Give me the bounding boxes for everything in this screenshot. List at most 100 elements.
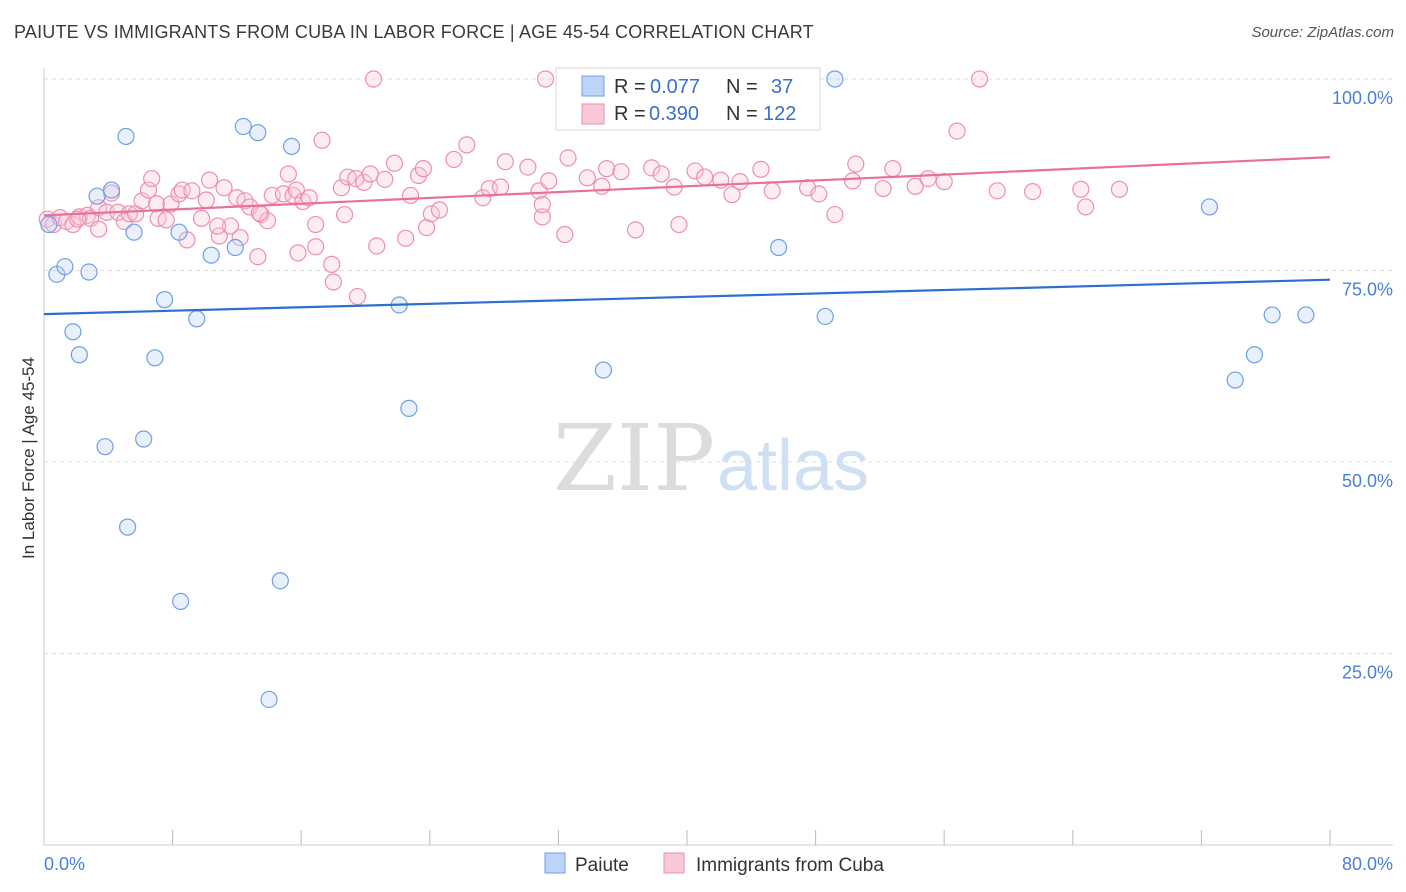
data-point (652, 165, 670, 183)
data-point (183, 182, 201, 200)
data-point (935, 173, 953, 191)
legend-n-value-paiute: 37 (771, 76, 793, 98)
data-point (200, 171, 219, 189)
y-tick-label: 50.0% (1342, 471, 1393, 491)
data-point (231, 228, 249, 247)
y-tick-label: 25.0% (1342, 663, 1393, 683)
data-point (102, 181, 121, 199)
data-point (313, 131, 331, 149)
data-point (170, 223, 188, 241)
axes (43, 68, 1393, 846)
y-axis-title: In Labor Force | Age 45-54 (19, 357, 38, 559)
data-point (594, 361, 613, 379)
data-point (157, 211, 175, 229)
data-point (458, 136, 476, 154)
data-point (192, 209, 211, 228)
grid-lines (44, 78, 1393, 654)
data-point (1024, 183, 1042, 201)
data-point (376, 170, 394, 188)
data-point (221, 217, 240, 235)
data-point (1263, 306, 1281, 324)
data-point (364, 70, 383, 88)
data-point (884, 160, 902, 178)
data-point (249, 248, 267, 266)
data-point (209, 217, 227, 235)
data-point (260, 690, 278, 709)
data-point (120, 205, 138, 223)
data-point (289, 244, 307, 262)
data-point (496, 153, 514, 171)
data-point (88, 187, 106, 205)
legend-r-label-paiute: R = (614, 76, 646, 98)
bottom-legend-swatch-cuba (663, 852, 685, 874)
y-tick-label: 100.0% (1332, 88, 1393, 108)
data-point (474, 189, 492, 207)
x-ticks (172, 830, 1331, 845)
data-point (847, 155, 865, 173)
data-point (202, 246, 220, 264)
data-point (188, 310, 206, 328)
data-point (117, 127, 135, 146)
data-point (1245, 346, 1264, 364)
data-point (731, 173, 749, 191)
trend-line-cuba (43, 156, 1331, 217)
data-point (401, 186, 420, 205)
data-point (361, 165, 379, 183)
data-point (40, 215, 58, 234)
x-tick-label-min: 0.0% (44, 854, 85, 874)
data-point (397, 229, 415, 247)
data-point (752, 160, 770, 178)
data-point (118, 518, 137, 536)
data-point (172, 592, 190, 611)
data-point (540, 172, 558, 190)
data-point (234, 117, 252, 136)
x-tick-label-max: 80.0% (1342, 854, 1393, 874)
legend-n-value-cuba: 122 (763, 103, 796, 125)
data-point (670, 215, 688, 234)
data-point (598, 160, 616, 178)
data-point (686, 162, 704, 180)
data-point (612, 163, 630, 181)
data-point (445, 150, 463, 169)
data-point (723, 186, 741, 204)
data-point (70, 346, 88, 364)
data-point (400, 399, 418, 417)
data-point (385, 154, 404, 172)
y-tick-label: 75.0% (1342, 280, 1393, 300)
legend-swatch-paiute (581, 75, 605, 97)
data-point (491, 178, 510, 196)
data-point (559, 149, 577, 167)
data-point (45, 215, 63, 234)
data-point (422, 205, 441, 223)
data-point (282, 137, 301, 156)
data-point (816, 307, 834, 326)
data-point (1110, 180, 1129, 198)
data-point (307, 238, 325, 256)
data-point (279, 165, 297, 183)
data-point (332, 179, 350, 197)
series-cuba-points (38, 70, 1129, 306)
legend-n-label-cuba: N = (726, 103, 758, 125)
data-point (696, 168, 714, 186)
data-point (533, 196, 551, 214)
data-point (1200, 198, 1219, 216)
series-paiute-points (40, 70, 1315, 709)
data-point (763, 182, 781, 200)
data-point (155, 291, 174, 309)
data-point (64, 323, 82, 341)
data-point (323, 255, 341, 273)
data-point (770, 238, 788, 257)
bottom-legend-swatch-paiute (544, 852, 566, 874)
bottom-legend-label-cuba: Immigrants from Cuba (696, 855, 884, 876)
data-point (643, 159, 661, 177)
trend-line-paiute (43, 278, 1331, 316)
data-point (1226, 371, 1244, 389)
data-point (1072, 180, 1090, 198)
data-point (826, 70, 844, 88)
legend-r-label-cuba: R = (614, 103, 646, 125)
data-point (250, 204, 269, 222)
data-point (307, 215, 325, 234)
data-point (430, 201, 449, 219)
data-point (80, 263, 98, 281)
